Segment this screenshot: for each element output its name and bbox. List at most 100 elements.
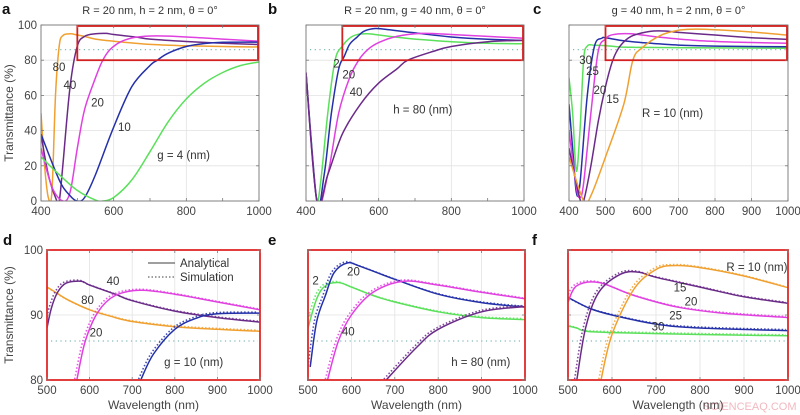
series-simulation-line [47,279,258,322]
series-line [308,281,525,329]
series-simulation-line [568,296,786,331]
x-tick-label: 800 [165,385,184,397]
series-line [306,33,524,201]
x-tick-label: 400 [31,206,50,218]
series-simulation-line [568,280,786,318]
x-tick-label: 600 [369,206,388,218]
curve-label: 30 [652,322,665,334]
x-tick-label: 700 [669,206,688,218]
curve-label: 80 [53,62,66,74]
zoom-highlight-box [604,25,788,62]
series-simulation-line [73,288,259,380]
curve-label: 40 [342,326,355,338]
x-tick-label: 600 [632,206,651,218]
series-line [306,39,524,201]
series-simulation-line [47,286,258,332]
curve-label: 40 [64,80,77,92]
panel-title: R = 20 nm, h = 2 nm, θ = 0° [82,5,218,17]
series-line [569,28,788,201]
panel-letter: e [268,232,276,249]
plot-area [308,260,525,380]
series-line [41,61,259,201]
x-tick-label: 500 [596,206,615,218]
x-tick-label: 800 [690,385,709,397]
curve-label: 80 [81,295,94,307]
curve-label: h = 80 (nm) [393,104,452,116]
series-simulation-line [573,269,786,380]
curve-label: 10 [118,122,131,134]
series-simulation-line [137,311,258,380]
watermark: SCIENCEAQ.COM [703,401,797,413]
y-tick-label: 80 [30,375,43,387]
panel-title: g = 40 nm, h = 2 nm, θ = 0° [612,5,746,17]
x-tick-label: 400 [559,206,578,218]
curve-label: 2 [312,276,318,288]
curve-label: 15 [674,283,687,295]
series-simulation-line [383,304,523,380]
x-tick-label: 900 [472,385,491,397]
x-tick-label: 900 [742,206,761,218]
curve-label: g = 10 (nm) [164,357,223,369]
x-tick-label: 700 [123,385,142,397]
legend-label: Analytical [180,258,229,270]
x-tick-label: 500 [558,385,577,397]
curve-label: h = 80 (nm) [451,357,510,369]
curve-label: 20 [342,69,355,81]
plot-area [568,263,788,380]
curve-label: 30 [579,55,592,67]
x-tick-label: 1000 [512,385,538,397]
series-line [140,312,260,380]
y-tick-label: 100 [18,20,37,32]
panel-letter: b [268,1,277,18]
panel-letter: f [532,232,538,249]
curve-label: 15 [606,94,619,106]
x-tick-label: 900 [208,385,227,397]
legend-label: Simulation [180,272,234,284]
series-simulation-line [308,260,523,367]
series-line [41,41,259,201]
y-tick-label: 40 [24,126,37,138]
legend: Analytical Simulation [148,258,234,284]
y-tick-label: 20 [24,161,37,173]
series-line [385,305,525,380]
x-tick-label: 700 [385,385,404,397]
series-line [41,33,259,201]
curve-label: 25 [669,311,682,323]
plot-area [569,28,788,201]
series-line [569,30,788,201]
series-line [41,32,259,201]
curve-label: 20 [91,97,104,109]
curve-label: 25 [586,66,599,78]
plot-area [47,279,260,380]
y-tick-label: 60 [24,90,37,102]
curve-label: 40 [350,87,363,99]
series-simulation-line [324,279,523,380]
x-axis-label: Wavelength (nm) [633,398,724,412]
series-line [47,286,260,333]
y-axis-label: Transmittance (%) [2,64,16,162]
series-line [76,289,260,380]
curve-label: R = 10 (nm) [726,262,787,274]
x-tick-label: 600 [104,206,123,218]
series-line [569,36,788,198]
x-tick-label: 1000 [246,206,272,218]
y-axis-label: Transmittance (%) [2,266,16,364]
plot-area [41,32,259,201]
series-line [306,27,524,201]
curve-label: 20 [685,296,698,308]
x-tick-label: 500 [298,385,317,397]
series-line [569,43,788,172]
x-tick-label: 800 [705,206,724,218]
x-tick-label: 400 [296,206,315,218]
x-axis-label: Wavelength (nm) [371,398,462,412]
panel-c: c g = 40 nm, h = 2 nm, θ = 0° 400 500 600 700… [533,1,800,218]
x-tick-label: 800 [429,385,448,397]
curve-label: 40 [107,276,120,288]
x-tick-label: 900 [734,385,753,397]
x-tick-label: 600 [342,385,361,397]
y-tick-label: 0 [31,196,37,208]
x-tick-label: 700 [646,385,665,397]
x-tick-label: 800 [442,206,461,218]
